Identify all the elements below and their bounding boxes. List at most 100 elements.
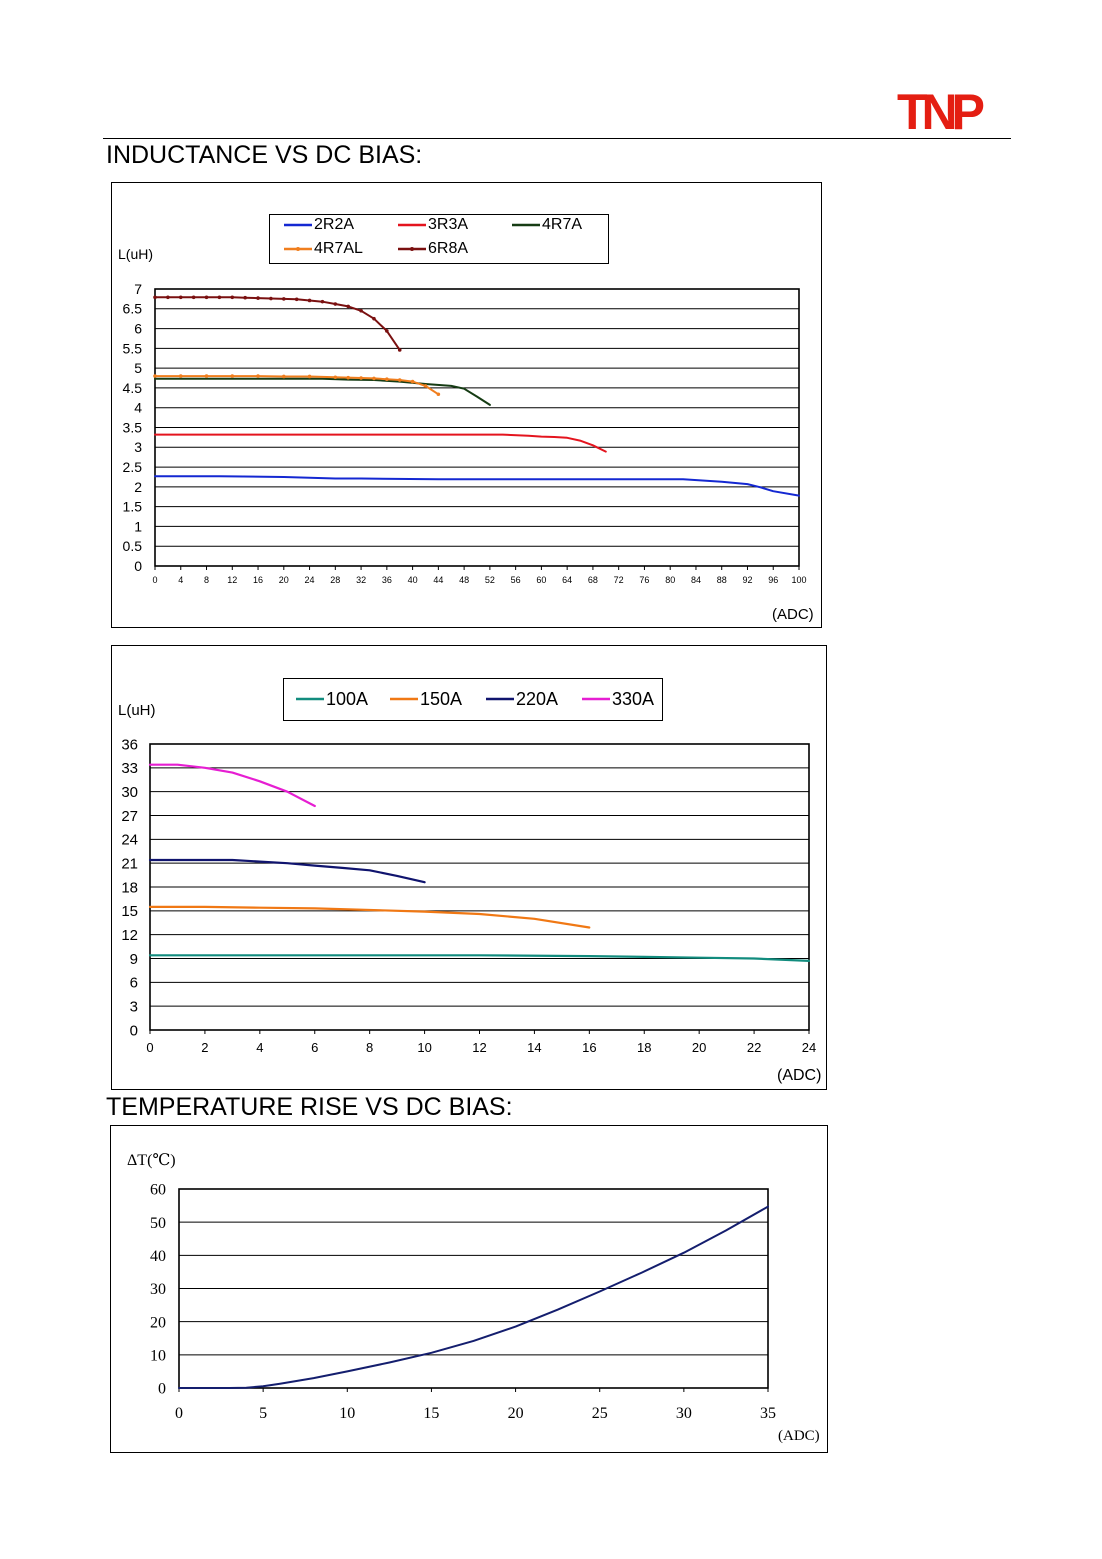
series-6r8a-point: [385, 329, 389, 333]
legend-label-220a: 220A: [516, 688, 559, 709]
chart1-x-tick-label: 100: [791, 575, 806, 585]
series-6r8a-point: [320, 299, 325, 304]
legend-label-330a: 330A: [612, 688, 655, 709]
legend-swatch-4r7a: [512, 223, 540, 227]
chart2-y-tick-label: 9: [130, 951, 138, 968]
series-6r8a-point: [333, 302, 338, 306]
series-4r7al-point: [385, 377, 389, 382]
chart1-y-tick-label: 4.5: [123, 380, 143, 396]
chart1-x-unit: (ADC): [772, 606, 814, 623]
chart1-y-tick-label: 2.5: [123, 459, 143, 475]
chart2-x-tick-label: 12: [472, 1040, 486, 1055]
tnp-logo: TNP: [897, 86, 988, 134]
inductance-chart-large: 100A 150A 220A 330A L(uH) 0 3 6 9 12 15 18 21 24 27 3…: [111, 645, 827, 1090]
series-6r8a-point: [153, 295, 157, 300]
temperature-rise-chart: ΔT(℃) 0 10 20 30 40 50 60 0 5 10 15 20 25 30 35 (ADC): [110, 1125, 828, 1453]
chart3-x-tick-label: 30: [676, 1405, 692, 1422]
chart1-y-tick-label: 7: [134, 281, 142, 297]
series-4r7al-point: [436, 392, 441, 397]
chart1-plot: 00.511.522.533.544.555.566.570 4 8 12 16 20 24…: [123, 281, 807, 585]
legend-swatch-100a: [296, 698, 324, 701]
chart2-x-tick-label: 10: [417, 1040, 431, 1055]
series-4r7al-line: [154, 375, 440, 396]
series-4r7al-point: [307, 374, 312, 379]
chart2-y-axis-label: L(uH): [118, 702, 156, 719]
chart1-x-tick-label: 36: [382, 575, 392, 585]
chart1-x-tick-label: 72: [614, 575, 624, 585]
chart1-plot-border: [154, 288, 800, 567]
chart3-x-tick-label: 5: [259, 1405, 267, 1422]
legend-swatch-220a: [486, 698, 514, 701]
chart3-y-tick-label: 60: [150, 1182, 166, 1199]
chart3-x-tick-label: 25: [592, 1405, 608, 1422]
chart1-x-tick-label: 20: [279, 575, 289, 585]
series-4r7al-point: [256, 374, 260, 378]
series-4r7a-line: [154, 377, 491, 406]
chart3-plot: 0 10 20 30 40 50 60 0 5 10 15 20 25 30 35: [150, 1182, 776, 1422]
series-3r3a-line: [154, 433, 607, 453]
legend-label-2r2a: 2R2A: [314, 216, 355, 233]
chart2-y-tick-label: 6: [130, 975, 138, 992]
legend-label-6r8a: 6R8A: [428, 240, 469, 257]
series-6r8a-point: [359, 308, 363, 313]
chart3-y-tick-label: 20: [150, 1314, 166, 1331]
series-4r7al-point: [282, 374, 286, 379]
series-6r8a-point: [346, 304, 350, 309]
chart1-x-tick-label: 56: [511, 575, 521, 585]
series-6r8a-point: [294, 297, 299, 302]
chart1-y-tick-label: 6.5: [123, 301, 143, 317]
legend-swatch-6r8a: [398, 247, 426, 251]
chart3-x-tick-label: 35: [760, 1405, 776, 1422]
series-6r8a-point: [397, 348, 402, 352]
chart1-x-tick-label: 12: [227, 575, 237, 585]
series-6r8a-point: [282, 297, 286, 301]
series-6r8a-point: [230, 295, 235, 300]
legend-swatch-330a: [582, 698, 610, 701]
legend-item-150a: 150A: [388, 688, 462, 710]
chart1-y-tick-label: 6: [134, 320, 142, 336]
chart2-grid: [150, 743, 809, 1031]
series-4r7al-point: [230, 374, 235, 378]
series-220a-line: [148, 858, 426, 884]
chart1-x-tick-label: 80: [665, 575, 675, 585]
series-6r8a-point: [307, 298, 312, 303]
series-6r8a-point: [256, 296, 260, 300]
legend-swatch-150a: [390, 698, 418, 701]
chart1-grid: [155, 288, 799, 567]
chart3-plot-border: [178, 1188, 769, 1389]
chart1-x-tick-label: 64: [562, 575, 572, 585]
legend-item-4r7a: 4R7A: [510, 216, 582, 234]
chart1-x-tick-label: 52: [485, 575, 495, 585]
chart1-y-tick-label: 1: [134, 518, 142, 534]
chart2-x-tick-label: 14: [527, 1040, 541, 1055]
legend-label-100a: 100A: [326, 688, 369, 709]
series-6r8a-point: [191, 295, 196, 300]
chart3-x-unit: (ADC): [778, 1428, 820, 1444]
series-4r7al-point: [178, 374, 183, 378]
chart1-y-tick-label: 4: [134, 400, 142, 416]
series-6r8a-point: [204, 295, 209, 300]
series-6r8a-point: [269, 296, 273, 301]
temperature-section-title: TEMPERATURE RISE VS DC BIAS:: [106, 1093, 513, 1121]
chart1-x-tick-label: 16: [253, 575, 263, 585]
series-2r2a-line: [154, 475, 800, 497]
chart2-x-unit: (ADC): [777, 1067, 822, 1084]
chart2-x-tick-label: 16: [582, 1040, 596, 1055]
chart1-x-tick-label: 84: [691, 575, 701, 585]
chart1-y-axis-label: L(uH): [118, 246, 154, 262]
legend-item-3r3a: 3R3A: [396, 216, 468, 234]
chart2-x-tick-label: 2: [201, 1040, 208, 1055]
chart2-y-tick-label: 21: [121, 855, 138, 872]
series-6r8a-line: [154, 296, 401, 351]
series-6r8a-point: [166, 295, 170, 300]
series-4r7al-point: [153, 374, 157, 378]
series-6r8a-point: [217, 295, 222, 300]
chart2-x-tick-label: 20: [692, 1040, 706, 1055]
series-6r8a-point: [243, 295, 247, 300]
chart3-x-tick-label: 10: [339, 1405, 355, 1422]
chart2-x-tick-label: 6: [311, 1040, 318, 1055]
series-150a-line: [148, 905, 591, 929]
chart1-x-tick-label: 48: [459, 575, 469, 585]
legend-label-150a: 150A: [420, 688, 463, 709]
